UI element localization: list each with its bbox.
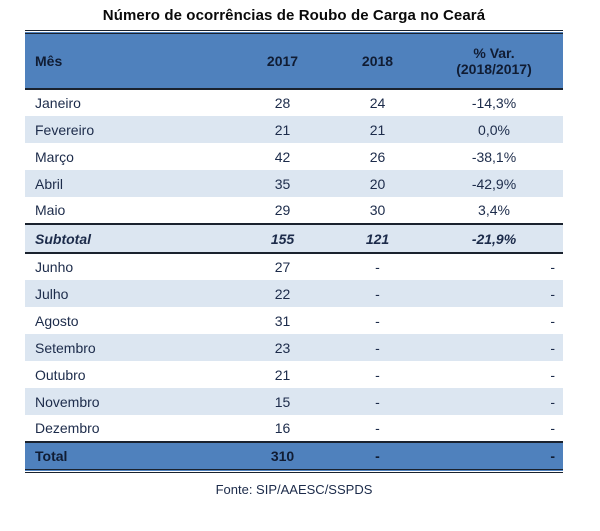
cell-2017: 16 [274,420,291,436]
cell-month: Dezembro [35,420,100,436]
table-row: Abril 35 20 -42,9% [25,170,563,197]
cell-2017: 21 [235,116,330,143]
cell-2018: 26 [369,148,386,165]
table-row: Novembro 15- - [25,388,563,415]
cell-variation: - [425,441,563,471]
cell-2017: 31 [274,312,291,329]
table-body: Janeiro 28 24 -14,3% Fevereiro 21 21 0,0% Março 4… [25,89,563,471]
cell-2018: 24 [369,95,386,111]
cell-variation: - [425,334,563,361]
col-header-month: Mês [25,32,235,90]
cell-2018: - [375,259,380,275]
col-header-variation: % Var. (2018/2017) [425,32,563,90]
col-header-variation-line1: % Var. [473,45,515,61]
cell-variation: 0,0% [425,116,563,143]
cell-variation: -21,9% [425,223,563,254]
table-row: Janeiro 28 24 -14,3% [25,89,563,116]
cell-2017: 23 [235,334,330,361]
cell-2018: 21 [330,116,425,143]
cell-2018: - [375,420,380,436]
cell-2018: 30 [369,202,386,218]
cell-month: Fevereiro [25,116,235,143]
cell-month: Novembro [25,388,235,415]
cell-2017: 15 [235,388,330,415]
cell-month: Junho [35,259,74,275]
table-row: Julho 22- - [25,280,563,307]
cell-2017: 42 [274,148,291,165]
table-row: Outubro 21 - - [25,361,563,388]
cell-variation: -42,9% [425,170,563,197]
table-row: Agosto 31 - - [25,307,563,334]
cell-month: Julho [25,280,235,307]
cargo-theft-table: Mês 2017 2018 % Var. (2018/2017) Janeiro… [25,30,563,473]
cell-variation: -38,1% [471,148,517,165]
table-container: Número de ocorrências de Roubo de Carga … [25,7,563,497]
table-row: Fevereiro 21 21 0,0% [25,116,563,143]
subtotal-row: Subtotal 155 121 -21,9% [25,223,563,254]
table-row: Março 42 26 -38,1% [25,143,563,170]
cell-2018: - [330,280,425,307]
cell-variation: - [550,312,555,329]
cell-variation: - [425,388,563,415]
cell-2018: 121 [330,223,425,254]
cell-month: Outubro [35,366,86,383]
cell-variation: - [550,420,555,436]
cell-2018: - [330,441,425,471]
cell-2018: - [330,334,425,361]
table-title: Número de ocorrências de Roubo de Carga … [102,7,486,24]
cell-2017: 22 [235,280,330,307]
cell-2017: 35 [235,170,330,197]
table-row: Maio 29 30 3,4% [25,197,563,224]
cell-variation: - [550,366,555,383]
cell-2018: - [375,366,380,383]
total-row: Total 310- - [25,441,563,471]
cell-2018: 20 [330,170,425,197]
cell-month: Agosto [35,312,79,329]
col-header-2018: 2018 [330,32,425,90]
cell-2017: 27 [274,259,291,275]
col-header-2017: 2017 [235,32,330,90]
cell-month: Março [35,148,74,165]
cell-2017: 28 [274,95,291,111]
cell-2017: 310 [235,441,330,471]
cell-variation: -14,3% [471,95,517,111]
table-row: Setembro 23- - [25,334,563,361]
cell-2018: - [375,312,380,329]
cell-month: Maio [35,202,66,218]
cell-2017: 29 [274,202,291,218]
cell-2018: - [330,388,425,415]
header-row: Mês 2017 2018 % Var. (2018/2017) [25,32,563,90]
cell-variation: - [425,280,563,307]
col-header-variation-line2: (2018/2017) [456,61,532,77]
cell-month: Total [25,441,235,471]
cell-month: Janeiro [35,95,81,111]
cell-month: Setembro [25,334,235,361]
cell-2017: 155 [235,223,330,254]
table-row: Junho 27 - - [25,253,563,280]
cell-month: Abril [25,170,235,197]
source-caption: Fonte: SIP/AAESC/SSPDS [215,482,373,497]
table-row: Dezembro 16 - - [25,415,563,442]
cell-2017: 21 [274,366,291,383]
cell-month: Subtotal [25,223,235,254]
cell-variation: 3,4% [478,202,510,218]
cell-variation: - [550,259,555,275]
